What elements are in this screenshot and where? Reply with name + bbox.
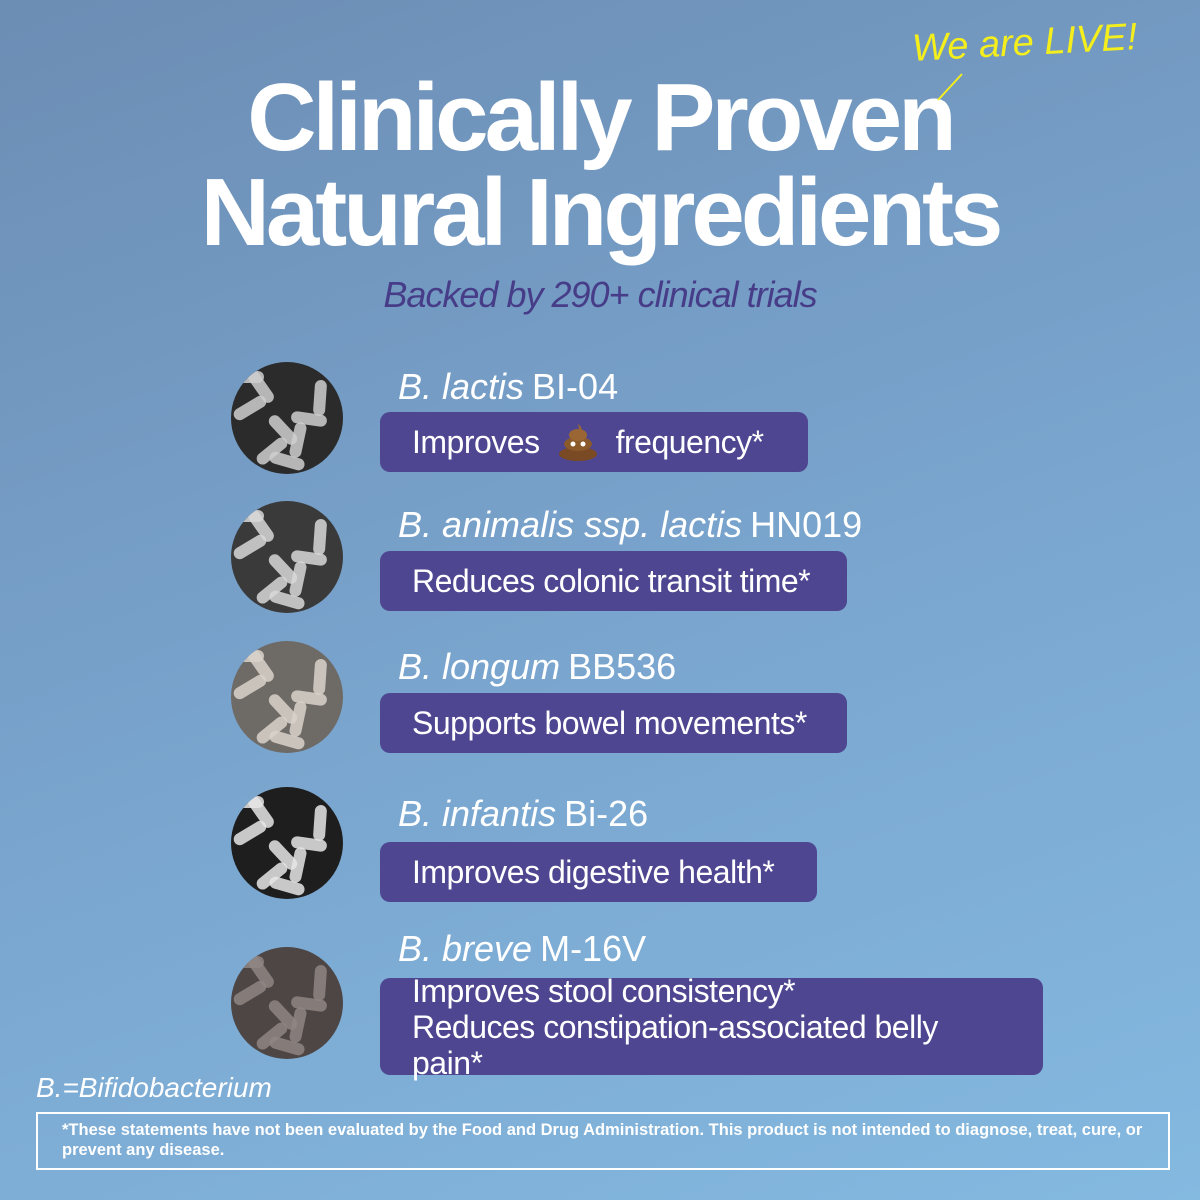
benefit-text: Improves — [412, 424, 540, 460]
ingredient-name: B. animalis ssp. lactis HN019 — [398, 504, 862, 546]
benefit-line: Improves digestive health* — [412, 854, 775, 890]
species: B. infantis — [398, 793, 557, 834]
microscope-image — [231, 947, 343, 1059]
title-line: Natural Ingredients — [200, 159, 1004, 266]
microscope-image — [231, 787, 343, 899]
benefit-line: Improves frequency* — [412, 422, 776, 462]
ingredient-name: B. lactis BI-04 — [398, 366, 618, 408]
title-line: Clinically Proven — [247, 64, 957, 171]
benefit-box: Improves digestive health* — [380, 842, 817, 902]
strain: BB536 — [568, 646, 677, 687]
species: B. longum — [398, 646, 561, 687]
badge: We are LIVE! — [911, 16, 1139, 70]
microscope-image — [231, 641, 343, 753]
benefit-box: Reduces colonic transit time* — [380, 551, 847, 611]
strain: HN019 — [750, 504, 863, 545]
disclaimer: *These statements have not been evaluate… — [36, 1112, 1170, 1170]
benefit-box: Supports bowel movements* — [380, 693, 847, 753]
ingredient-name: B. breve M-16V — [398, 928, 646, 970]
strain: Bi-26 — [564, 793, 649, 834]
benefit-text: frequency* — [615, 424, 764, 460]
microscope-image — [231, 362, 343, 474]
benefit-line: Improves stool consistency* — [412, 972, 796, 1009]
species: B. breve — [398, 928, 533, 969]
benefit-box: Improves stool consistency* Reduces const… — [380, 973, 1043, 1081]
benefit-line: Supports bowel movements* — [412, 705, 807, 741]
badge-stroke — [937, 73, 963, 101]
poop-icon — [558, 424, 597, 461]
microscope-image — [231, 501, 343, 613]
ingredient-name: B. infantis Bi-26 — [398, 793, 648, 835]
ingredient-name: B. longum BB536 — [398, 646, 676, 688]
strain: M-16V — [540, 928, 647, 969]
species: B. animalis ssp. lactis — [398, 504, 743, 545]
species: B. lactis — [398, 366, 525, 407]
benefit-line: Reduces colonic transit time* — [412, 563, 811, 599]
benefit-box: Improves frequency* — [380, 412, 808, 472]
subtitle: Backed by 290+ clinical trials — [383, 274, 817, 315]
footnote: B.=Bifidobacterium — [36, 1072, 272, 1103]
benefit-line: Reduces constipation-associated belly pa… — [412, 1008, 938, 1081]
strain: BI-04 — [532, 366, 619, 407]
